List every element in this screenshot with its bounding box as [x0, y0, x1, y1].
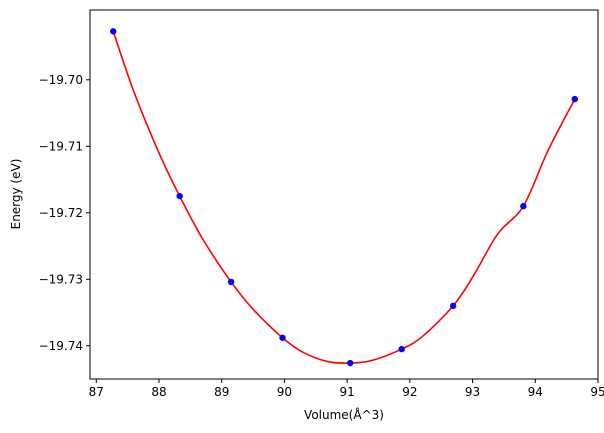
x-tick-label: 92 — [402, 385, 417, 399]
y-tick-label: −19.70 — [39, 73, 83, 87]
x-axis-ticks: 87 88 89 90 91 92 93 94 95 — [89, 379, 604, 399]
data-point — [176, 192, 183, 200]
plot-frame — [89, 9, 599, 380]
y-tick-label: −19.74 — [39, 339, 83, 353]
data-point — [110, 28, 117, 35]
data-point — [520, 202, 527, 210]
data-points-layer — [110, 28, 578, 367]
x-tick-label: 91 — [339, 385, 354, 399]
x-tick-label: 88 — [151, 385, 166, 399]
plot-area — [90, 10, 598, 379]
x-tick-label: 93 — [465, 385, 480, 399]
data-point — [398, 345, 405, 353]
data-point — [449, 302, 457, 310]
x-tick-label: 89 — [214, 385, 229, 399]
y-axis-ticks: −19.74 −19.73 −19.72 −19.71 −19.70 — [39, 73, 90, 353]
y-axis-label: Energy (eV) — [9, 159, 23, 230]
data-point — [227, 278, 235, 286]
x-tick-label: 95 — [590, 385, 604, 399]
data-point — [347, 359, 354, 367]
x-axis-label: Volume(Å^3) — [304, 407, 384, 422]
data-point — [571, 95, 578, 103]
x-tick-label: 87 — [89, 385, 104, 399]
y-tick-label: −19.72 — [39, 206, 83, 220]
y-tick-label: −19.73 — [39, 272, 83, 286]
y-tick-label: −19.71 — [39, 139, 83, 153]
x-tick-label: 90 — [277, 385, 292, 399]
data-point — [279, 334, 286, 341]
x-tick-label: 94 — [528, 385, 543, 399]
